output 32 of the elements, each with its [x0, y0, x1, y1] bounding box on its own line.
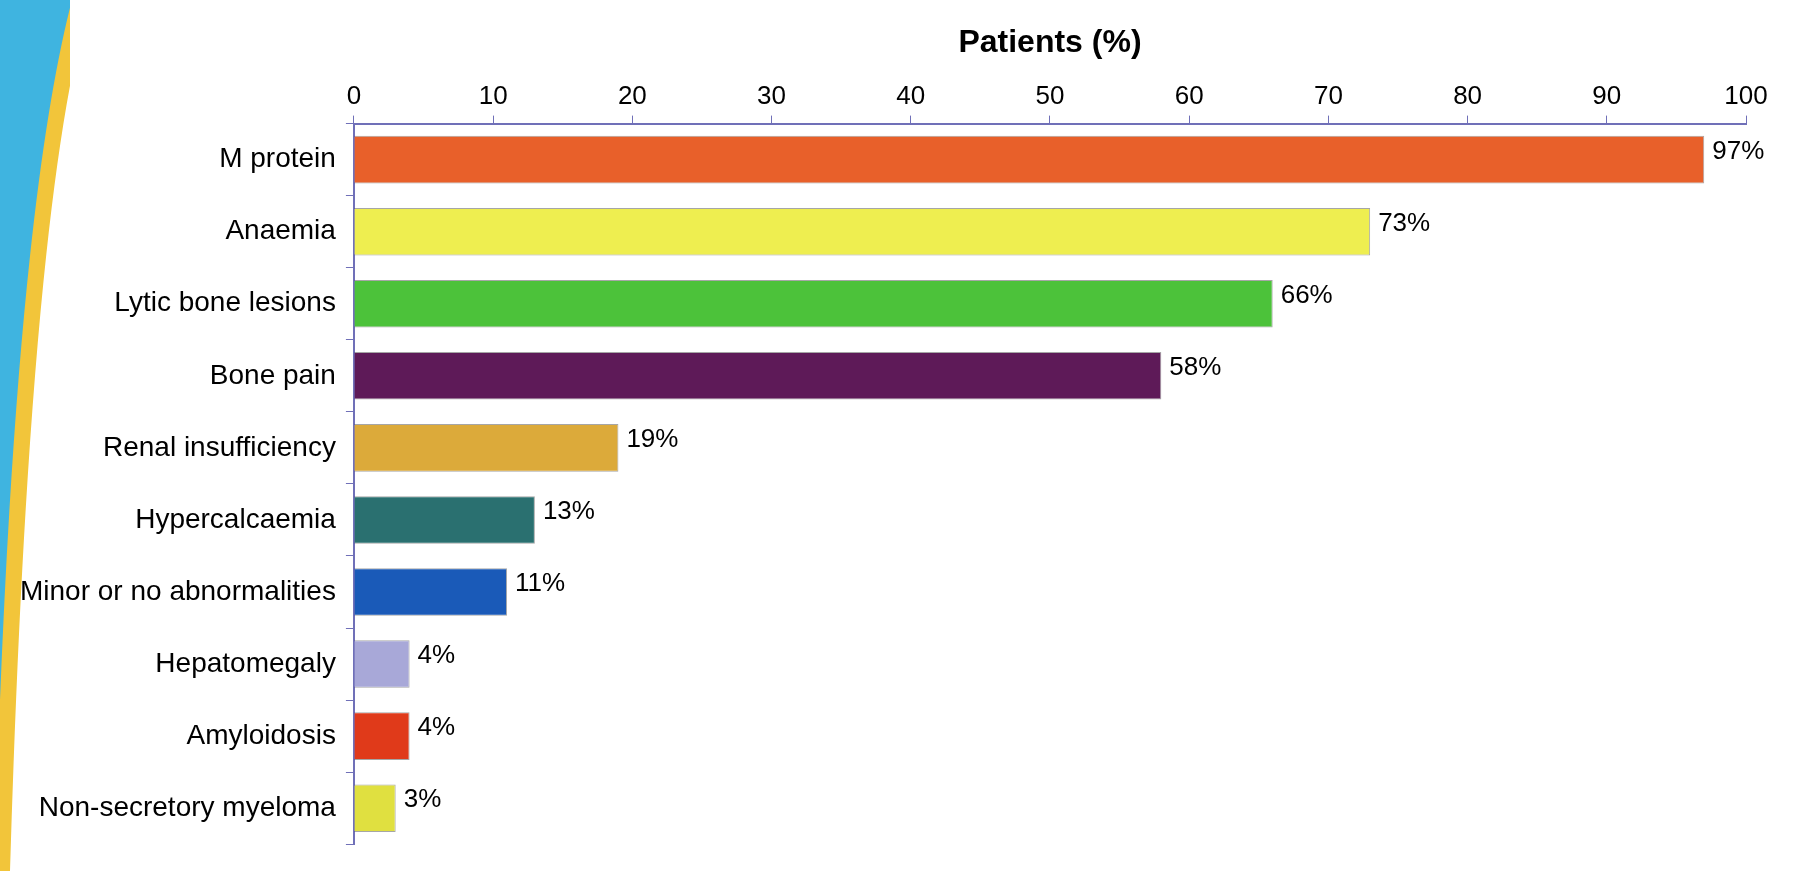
x-tick-label: 60: [1174, 80, 1204, 111]
y-tick-label: Hepatomegaly: [155, 646, 336, 678]
x-axis-title: Patients (%): [958, 23, 1142, 60]
y-tick-label: Renal insufficiency: [102, 430, 336, 462]
x-tick-label: 30: [757, 80, 786, 111]
y-tick-label: Non-secretory myeloma: [38, 790, 337, 822]
x-tick-label: 0: [346, 80, 362, 111]
x-tick-label: 100: [1724, 80, 1768, 111]
data-label: 66%: [1280, 278, 1333, 309]
x-tick-label: 40: [896, 80, 926, 111]
y-tick-label: Amyloidosis: [186, 718, 336, 750]
data-label: 73%: [1378, 206, 1431, 237]
x-tick-label: 90: [1592, 80, 1622, 111]
y-tick-label: Minor or no abnormalities: [19, 574, 336, 606]
y-tick-label: Bone pain: [209, 358, 336, 390]
x-tick-label: 10: [478, 80, 508, 111]
data-label: 58%: [1169, 350, 1222, 381]
y-tick-label: Anaemia: [225, 214, 337, 246]
y-tick-label: Hypercalcaemia: [135, 502, 337, 534]
y-tick-label: M protein: [219, 142, 336, 174]
x-tick-label: 70: [1313, 80, 1343, 111]
data-label: 97%: [1712, 134, 1765, 165]
x-tick-label: 20: [617, 80, 647, 111]
data-label: 4%: [417, 711, 456, 742]
data-label: 4%: [417, 639, 456, 670]
y-tick-label: Lytic bone lesions: [114, 286, 336, 318]
data-label: 13%: [542, 495, 595, 526]
data-label: 11%: [515, 567, 566, 598]
data-label: 19%: [626, 423, 679, 454]
x-tick-label: 50: [1035, 80, 1065, 111]
x-tick-label: 80: [1453, 80, 1483, 111]
data-label: 3%: [403, 783, 442, 814]
